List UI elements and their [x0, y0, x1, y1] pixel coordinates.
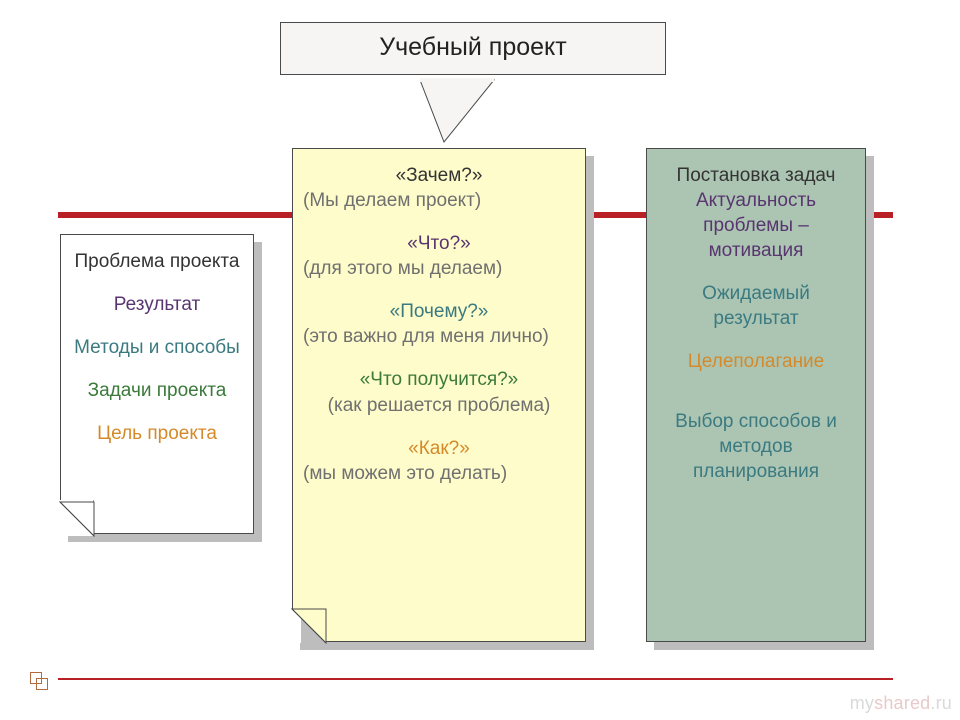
- rule-bottom: [58, 678, 893, 680]
- decor-square-2: [36, 678, 48, 690]
- left-result: Результат: [71, 292, 243, 317]
- left-tasks: Задачи проекта: [71, 378, 243, 403]
- wm-c: .ru: [930, 693, 952, 713]
- left-goal: Цель проекта: [71, 421, 243, 446]
- left-dogear-fold-icon: [59, 501, 95, 537]
- title-text: Учебный проект: [379, 33, 566, 61]
- c-q5: «Как?»: [303, 436, 575, 461]
- right-l2: Актуальность проблемы – мотивация: [657, 188, 855, 263]
- callout-tail-icon: [420, 78, 540, 158]
- left-methods: Методы и способы: [71, 335, 243, 360]
- right-l1: Постановка задач: [657, 163, 855, 188]
- c-a1: (Мы делаем проект): [303, 188, 575, 213]
- center-card: «Зачем?» (Мы делаем проект) «Что?» (для …: [292, 148, 586, 642]
- watermark: myshared.ru: [850, 693, 952, 714]
- wm-a: my: [850, 693, 874, 713]
- c-q2: «Что?»: [303, 231, 575, 256]
- left-card: Проблема проекта Результат Методы и спос…: [60, 234, 254, 534]
- c-a3: (это важно для меня лично): [303, 324, 575, 349]
- right-l5: Выбор способов и методов планирования: [657, 409, 855, 484]
- c-a2: (для этого мы делаем): [303, 256, 575, 281]
- right-l4: Целеполагание: [657, 349, 855, 374]
- c-a4: (как решается проблема): [303, 393, 575, 418]
- title-box: Учебный проект: [280, 22, 666, 75]
- c-q1: «Зачем?»: [303, 163, 575, 188]
- center-dogear-fold-icon: [291, 608, 327, 644]
- c-q4: «Что получится?»: [303, 367, 575, 392]
- c-q3: «Почему?»: [303, 299, 575, 324]
- slide: Учебный проект Проблема проекта Результа…: [0, 0, 960, 720]
- wm-b: shared: [874, 693, 930, 713]
- left-problem: Проблема проекта: [71, 249, 243, 274]
- right-card: Постановка задач Актуальность проблемы –…: [646, 148, 866, 642]
- right-l3: Ожидаемый результат: [657, 281, 855, 331]
- c-a5: (мы можем это делать): [303, 461, 575, 486]
